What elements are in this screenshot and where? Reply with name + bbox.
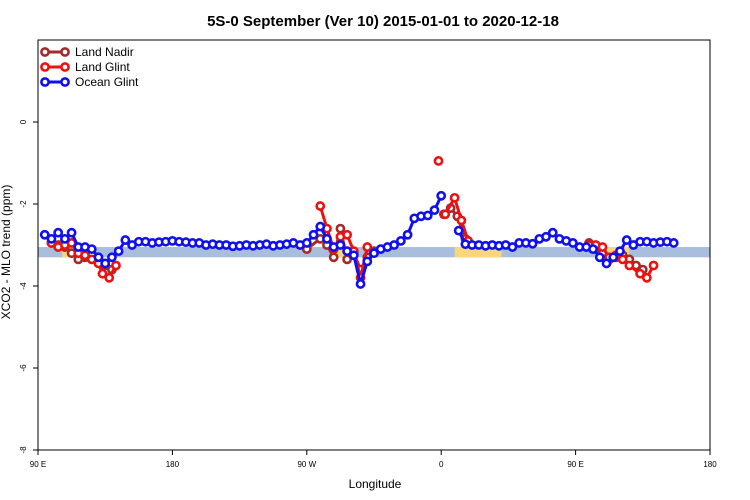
ocean-glint-point (429, 205, 440, 216)
ocean-glint-point (588, 244, 598, 254)
chart-title: 5S-0 September (Ver 10) 2015-01-01 to 20… (207, 13, 559, 30)
land-band-2 (454, 247, 502, 258)
ocean-glint-point (66, 227, 77, 238)
land-glint-point (342, 229, 353, 240)
x-axis-label: Longitude (349, 477, 402, 491)
ocean-glint-point (315, 221, 326, 232)
ocean-glint-point (86, 244, 97, 254)
ocean-glint-point (369, 248, 379, 259)
legend-item-land-nadir: Land Nadir (40, 45, 134, 59)
legend-label: Land Nadir (75, 45, 134, 59)
ocean-glint-point (100, 258, 111, 269)
legend-item-ocean-glint: Ocean Glint (40, 75, 139, 89)
ocean-glint-point (668, 238, 679, 248)
land-glint-line (443, 196, 470, 242)
ocean-glint-point (621, 235, 632, 245)
x-tick-label: 0 (439, 460, 444, 469)
legend-swatch-marker (40, 77, 50, 87)
y-tick-label: 0 (19, 119, 28, 124)
plot-frame (37, 39, 711, 451)
land-glint-point (648, 260, 659, 271)
x-tick-label: 180 (166, 460, 180, 469)
land-glint-point (97, 268, 108, 279)
legend-item-land-glint: Land Glint (40, 60, 130, 74)
ocean-glint-point (527, 238, 538, 249)
ocean-glint-point (342, 246, 353, 257)
legend-swatch-marker (40, 62, 50, 72)
legend-swatch-marker (60, 62, 70, 72)
ocean-glint-point (113, 246, 124, 257)
y-tick-label: -6 (19, 364, 28, 372)
land-glint-point (104, 272, 115, 283)
ocean-glint-point (120, 235, 131, 245)
land-glint-point (315, 201, 326, 211)
legend-swatch-marker (60, 77, 70, 87)
ocean-glint-point (322, 233, 332, 244)
ocean-glint-point (39, 229, 50, 240)
ocean-glint-point (608, 252, 619, 263)
ocean-glint-point (507, 242, 518, 252)
ocean-glint-point (362, 256, 373, 267)
y-tick-label: -8 (19, 446, 28, 454)
ocean-glint-point (568, 238, 578, 248)
land-glint-point (362, 242, 373, 252)
ocean-glint-point (601, 258, 612, 269)
legend-swatch-marker (60, 47, 70, 57)
y-axis-ticks: 0 -2 -4 -6 -8 (19, 119, 38, 454)
land-glint-point (641, 272, 652, 283)
legend-label: Ocean Glint (75, 75, 139, 89)
land-nadir-point (335, 223, 346, 234)
ocean-glint-point (615, 246, 625, 257)
ocean-glint-point (308, 229, 319, 240)
land-glint-point (617, 254, 628, 265)
land-glint-point (449, 192, 460, 203)
land-nadir-point (328, 252, 339, 263)
ocean-glint-point (402, 229, 413, 240)
ocean-glint-point (355, 279, 366, 289)
x-tick-label: 90 W (297, 460, 316, 469)
ocean-glint-point (301, 238, 312, 248)
ocean-glint-point (93, 252, 104, 263)
ocean-glint-point (436, 190, 447, 201)
land-glint-point (111, 260, 121, 271)
y-axis-label: XCO2 - MLO trend (ppm) (0, 185, 13, 320)
land-glint-point (624, 260, 635, 271)
ocean-glint-point (453, 225, 464, 236)
y-tick-label: -4 (19, 282, 28, 290)
ocean-glint-point (335, 240, 346, 250)
ocean-glint-point (395, 235, 406, 246)
land-glint-point (433, 156, 444, 166)
ocean-glint-point (541, 231, 551, 242)
x-axis-ticks: 90 E 180 90 W 0 90 E 180 (30, 450, 717, 469)
land-glint-point (456, 215, 467, 226)
ocean-glint-point (547, 227, 558, 238)
ocean-glint-point (59, 233, 70, 244)
series-ocean-glint (39, 190, 679, 289)
ocean-glint-point (46, 233, 57, 244)
land-glint-point (635, 268, 646, 279)
x-tick-label: 90 E (30, 460, 46, 469)
ocean-glint-point (107, 252, 117, 263)
x-tick-label: 180 (703, 460, 717, 469)
legend-label: Land Glint (75, 60, 130, 74)
ocean-glint-point (594, 252, 605, 263)
legend-swatch-marker (40, 47, 50, 57)
y-tick-label: -2 (19, 200, 28, 208)
ocean-glint-point (348, 250, 359, 261)
series-layer (39, 156, 679, 289)
x-tick-label: 90 E (567, 460, 583, 469)
series-land-glint (46, 156, 659, 283)
ocean-glint-point (389, 240, 400, 250)
ocean-glint-point (53, 227, 64, 238)
ocean-glint-point (422, 210, 433, 221)
land-glint-point (440, 209, 451, 220)
land-glint-point (597, 242, 608, 252)
